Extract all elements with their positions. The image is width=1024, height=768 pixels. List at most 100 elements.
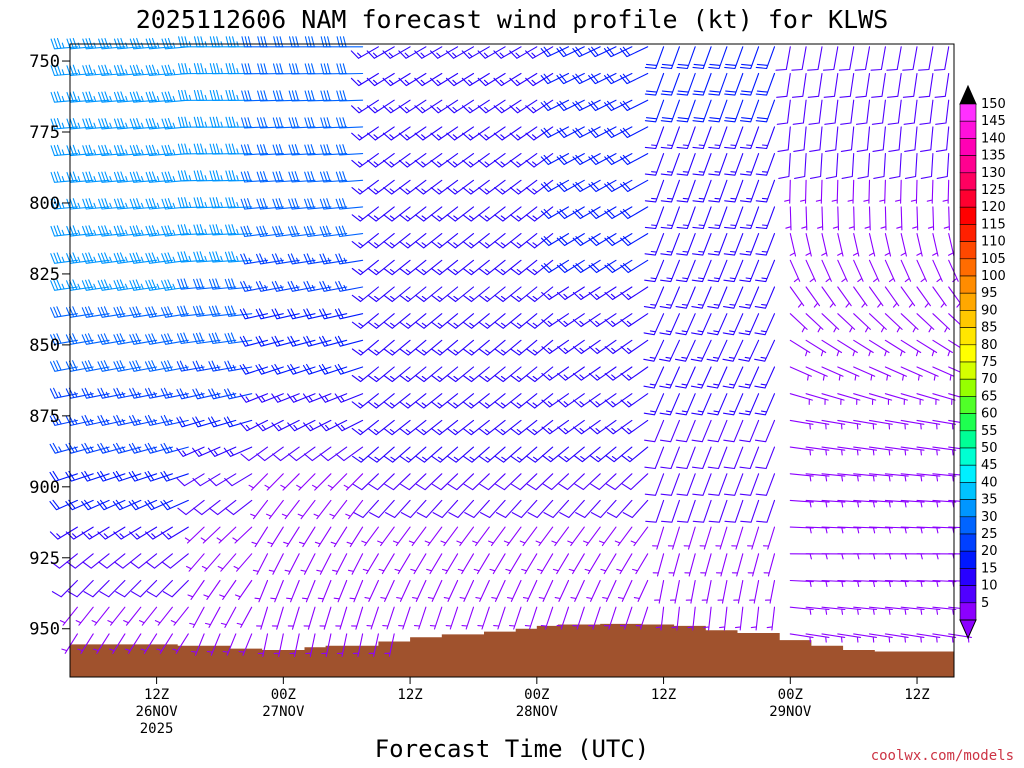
- wind-barb: [50, 64, 78, 77]
- wind-barb: [821, 526, 846, 534]
- wind-barb: [942, 179, 950, 204]
- wind-barb: [161, 553, 189, 569]
- wind-barb: [493, 153, 522, 168]
- wind-barb: [692, 179, 712, 203]
- wind-barb: [145, 144, 173, 157]
- wind-barb: [805, 526, 830, 534]
- wind-barb: [708, 99, 728, 123]
- wind-barb: [208, 332, 237, 345]
- wind-barb: [603, 46, 633, 58]
- wind-barb: [734, 606, 744, 631]
- wind-barb: [107, 606, 126, 626]
- wind-barb: [446, 313, 475, 329]
- wind-barb: [494, 313, 522, 329]
- wind-barb: [604, 99, 633, 112]
- wind-barb: [588, 179, 617, 193]
- wind-barb: [559, 499, 585, 519]
- wind-barb: [606, 499, 633, 519]
- wind-barb: [81, 526, 110, 540]
- wind-barb: [525, 153, 554, 168]
- wind-barb: [733, 579, 744, 604]
- wind-barb: [129, 118, 158, 130]
- wind-barb: [462, 206, 490, 222]
- wind-barb: [129, 225, 158, 237]
- wind-barb: [644, 179, 665, 203]
- wind-barb: [255, 335, 284, 347]
- wind-barb: [557, 313, 585, 328]
- wind-barb: [367, 393, 395, 409]
- wind-barb: [644, 206, 665, 230]
- colorbar-label: 30: [981, 510, 998, 525]
- wind-barb: [66, 225, 94, 237]
- wind-barb: [495, 473, 522, 491]
- wind-barb: [573, 419, 601, 435]
- wind-barb: [619, 72, 649, 85]
- x-tick-label: 00Z: [271, 687, 296, 703]
- wind-barb: [932, 286, 947, 308]
- wind-barb: [399, 233, 427, 249]
- wind-barb: [319, 198, 348, 210]
- wind-barb: [445, 606, 459, 630]
- wind-barb: [572, 233, 601, 247]
- wind-barb: [604, 366, 633, 381]
- wind-barb: [674, 339, 696, 362]
- wind-barb: [494, 446, 522, 463]
- wind-barb: [805, 339, 827, 357]
- wind-barb: [620, 286, 649, 301]
- colorbar-label: 135: [981, 149, 1006, 164]
- wind-barb: [209, 170, 237, 182]
- wind-barb: [723, 286, 744, 309]
- wind-barb: [65, 360, 94, 372]
- wind-barb: [311, 473, 332, 491]
- wind-barb: [916, 526, 941, 534]
- colorbar-label: 65: [981, 389, 998, 404]
- wind-barb: [288, 90, 316, 102]
- wind-barb: [556, 126, 585, 139]
- wind-barb: [399, 419, 427, 436]
- wind-barb: [415, 446, 443, 463]
- wind-barb: [588, 313, 617, 328]
- wind-barb: [335, 198, 364, 210]
- wind-barb: [837, 259, 848, 283]
- wind-barb: [660, 46, 680, 70]
- wind-barb: [572, 206, 601, 220]
- wind-barb: [805, 446, 830, 456]
- wind-barb: [494, 339, 522, 356]
- wind-barb: [176, 388, 205, 400]
- wind-barb: [364, 579, 379, 602]
- wind-barb: [367, 179, 395, 195]
- wind-barb: [193, 170, 221, 182]
- wind-barb: [708, 126, 728, 150]
- wind-barb: [50, 225, 78, 237]
- wind-barb: [675, 259, 696, 283]
- wind-barb: [706, 339, 728, 362]
- wind-barb: [112, 499, 142, 511]
- wind-barb: [511, 499, 538, 519]
- colorbar-swatch: [959, 103, 977, 122]
- wind-barb: [604, 259, 633, 274]
- wind-barb: [478, 259, 506, 276]
- wind-barb: [789, 233, 797, 257]
- wind-barb: [644, 153, 665, 176]
- wind-barb: [300, 553, 316, 575]
- wind-barb: [383, 206, 411, 222]
- wind-barb: [932, 313, 951, 333]
- wind-barb: [97, 526, 126, 540]
- colorbar-swatch: [959, 275, 977, 294]
- wind-barb: [495, 499, 522, 519]
- wind-barb: [124, 633, 142, 654]
- wind-barb: [367, 419, 395, 436]
- y-tick-label: 925: [29, 549, 60, 569]
- wind-barb: [754, 366, 776, 389]
- wind-barb: [868, 473, 893, 482]
- wind-barb: [351, 366, 379, 383]
- wind-barb: [49, 360, 78, 372]
- wind-barb: [382, 46, 411, 59]
- wind-barb: [351, 206, 379, 222]
- wind-barb: [676, 72, 696, 96]
- wind-barb: [129, 91, 158, 103]
- wind-barb: [510, 313, 538, 329]
- wind-barb: [719, 606, 728, 631]
- wind-barb: [286, 579, 300, 603]
- wind-barb: [248, 473, 269, 491]
